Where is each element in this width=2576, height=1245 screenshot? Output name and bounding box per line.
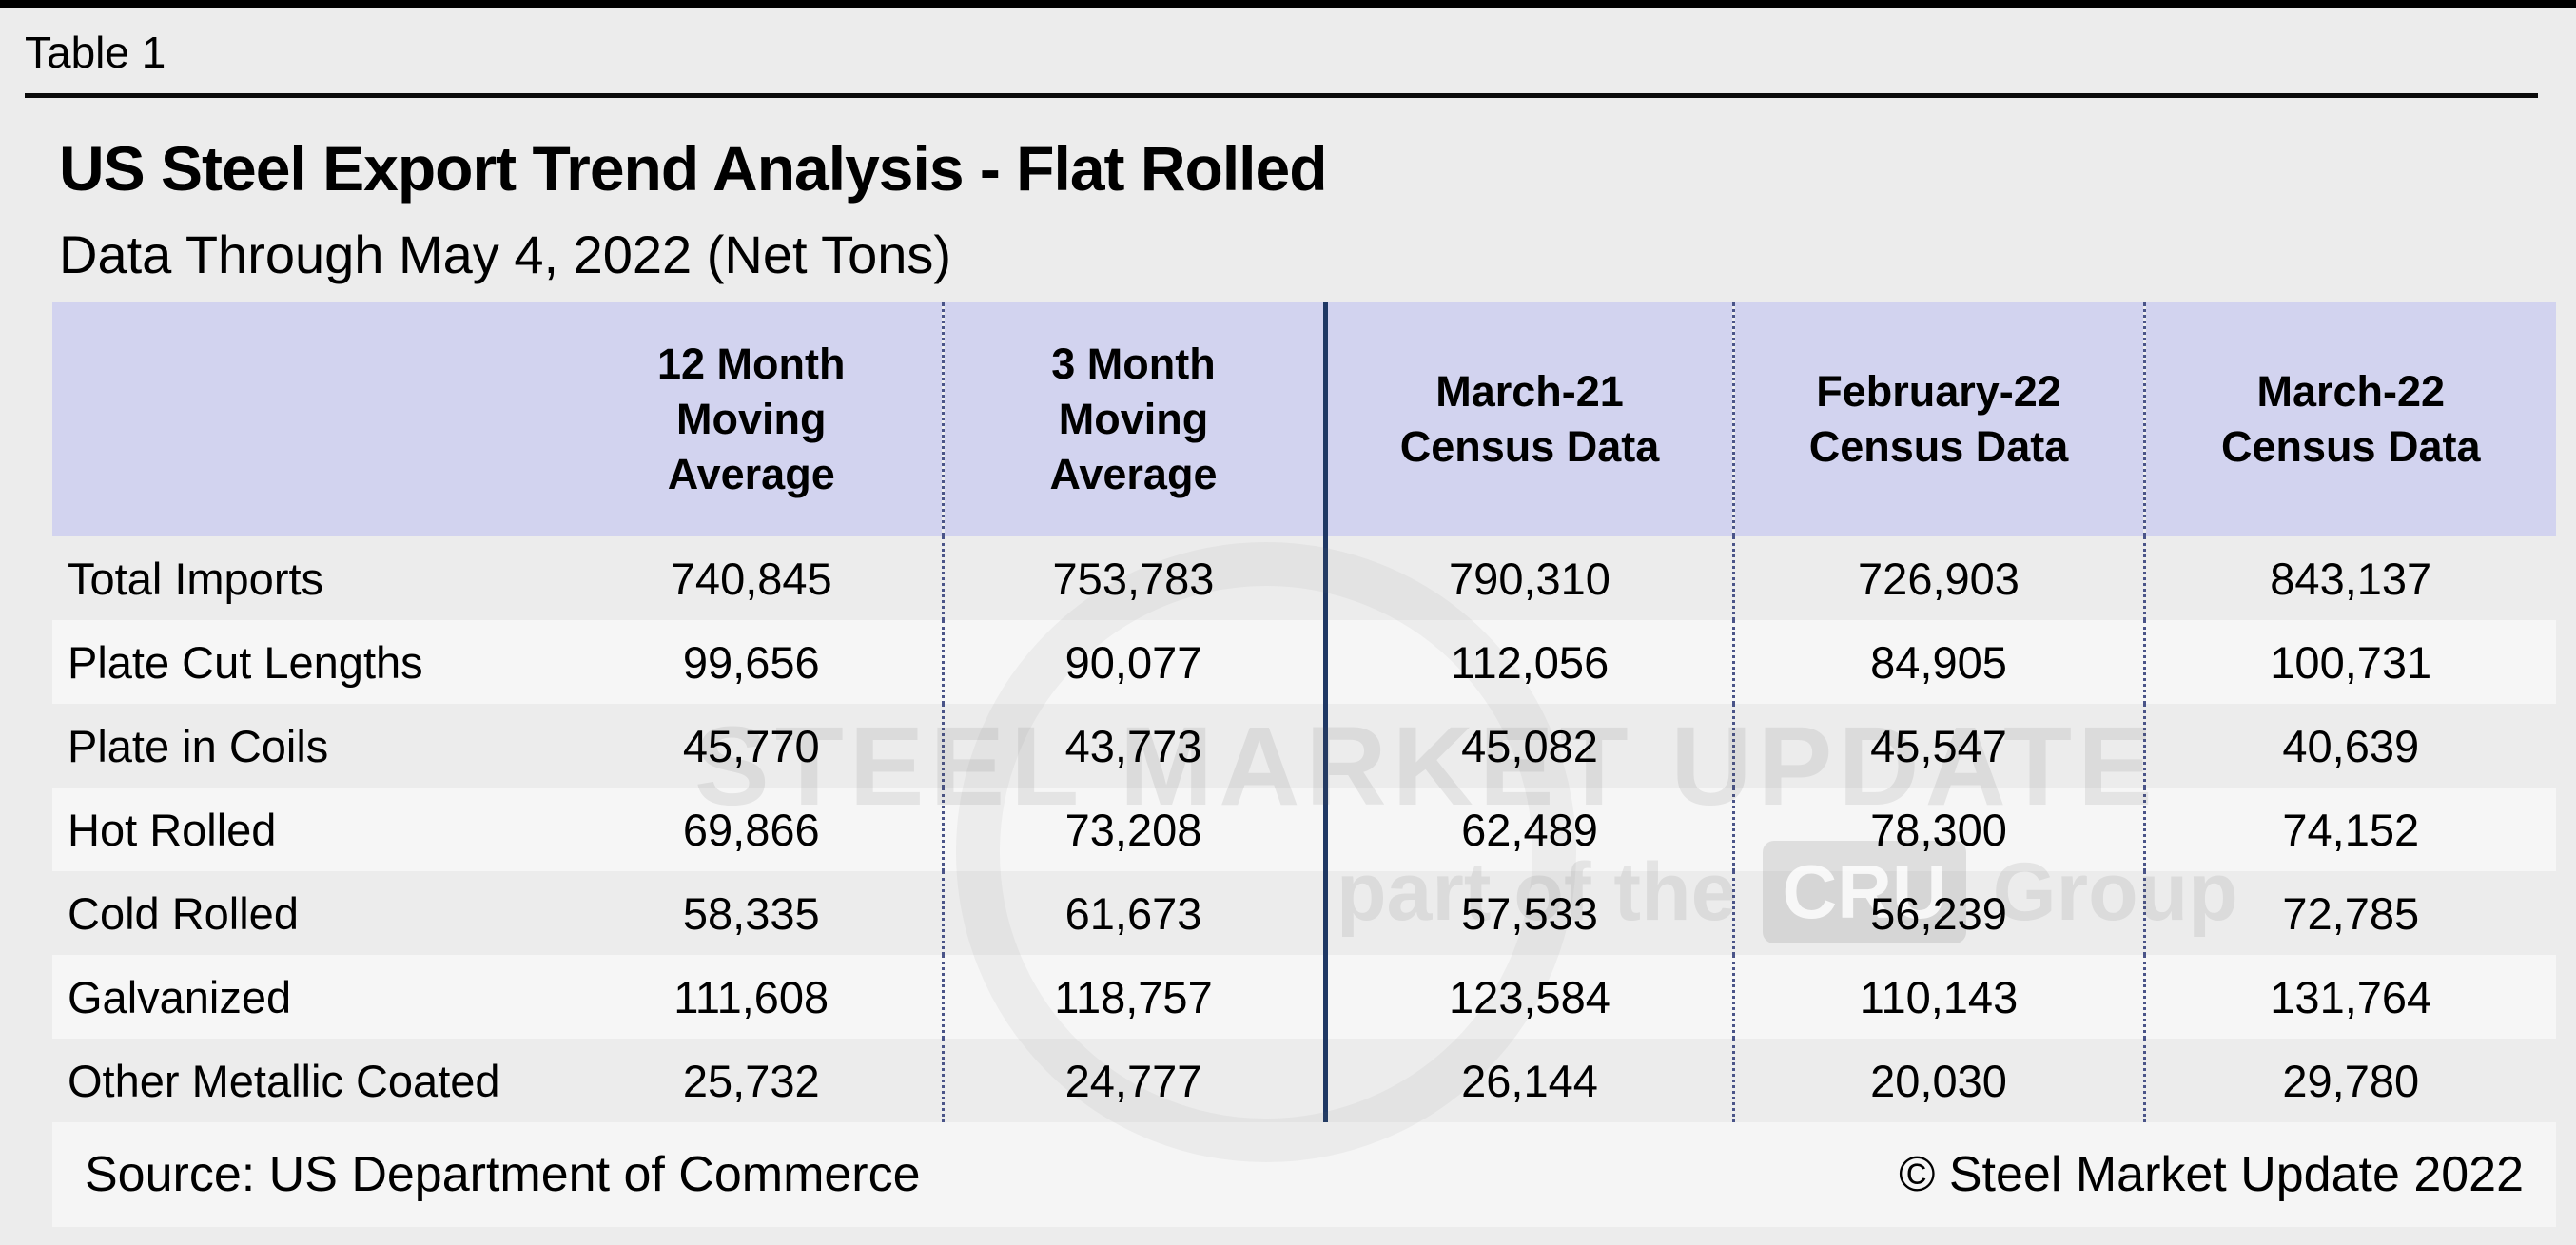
header-cell-feb22: February-22 Census Data	[1731, 302, 2144, 536]
cell-value: 111,608	[673, 971, 829, 1022]
cell-value: 29,780	[2142, 1039, 2556, 1122]
cell-value: 123,584	[1322, 955, 1733, 1039]
cell-value: 62,489	[1322, 788, 1733, 871]
cell-value: 740,845	[670, 553, 832, 604]
cell-value: 45,547	[1731, 704, 2144, 788]
cell-value: 20,030	[1731, 1039, 2144, 1122]
row-label: Cold Rolled	[68, 887, 299, 939]
cell-value: 26,144	[1322, 1039, 1733, 1122]
row-label: Plate in Coils	[68, 720, 329, 771]
header-cell-mar21: March-21 Census Data	[1322, 302, 1733, 536]
cell-value: 57,533	[1322, 871, 1733, 955]
cell-value: 69,866	[682, 804, 820, 855]
cell-value: 790,310	[1322, 536, 1733, 620]
header-cell-product	[52, 302, 561, 536]
table-row: Total Imports 740,845 753,783 790,310 72…	[52, 536, 2556, 620]
table-row: Plate in Coils 45,770 43,773 45,082 45,5…	[52, 704, 2556, 788]
cell-value: 56,239	[1731, 871, 2144, 955]
cell-value: 131,764	[2142, 955, 2556, 1039]
header-cell-3mo-avg: 3 Month Moving Average	[941, 302, 1325, 536]
cell-value: 74,152	[2142, 788, 2556, 871]
table-row: Hot Rolled 69,866 73,208 62,489 78,300 7…	[52, 788, 2556, 871]
cell-value: 90,077	[941, 620, 1325, 704]
cell-value: 118,757	[941, 955, 1325, 1039]
table-row: Plate Cut Lengths 99,656 90,077 112,056 …	[52, 620, 2556, 704]
cell-value: 110,143	[1731, 955, 2144, 1039]
cell-value: 58,335	[682, 887, 820, 939]
table-row: Galvanized 111,608 118,757 123,584 110,1…	[52, 955, 2556, 1039]
table-footer: Source: US Department of Commerce © Stee…	[52, 1122, 2556, 1227]
top-border-line	[0, 0, 2576, 8]
table-row: Other Metallic Coated 25,732 24,777 26,1…	[52, 1039, 2556, 1122]
cell-value: 99,656	[682, 636, 820, 688]
page-title: US Steel Export Trend Analysis - Flat Ro…	[59, 133, 1328, 204]
table-row: Cold Rolled 58,335 61,673 57,533 56,239 …	[52, 871, 2556, 955]
cell-value: 100,731	[2142, 620, 2556, 704]
cell-value: 40,639	[2142, 704, 2556, 788]
cell-value: 43,773	[941, 704, 1325, 788]
header-cell-mar22: March-22 Census Data	[2142, 302, 2556, 536]
header-divider-line	[25, 93, 2538, 98]
cell-value: 25,732	[682, 1055, 820, 1106]
page-subtitle: Data Through May 4, 2022 (Net Tons)	[59, 224, 951, 284]
data-table-wrapper: STEEL MARKET UPDATE part of the CRU Grou…	[52, 302, 2556, 1162]
cell-value: 843,137	[2142, 536, 2556, 620]
row-label: Hot Rolled	[68, 804, 277, 855]
table-number-label: Table 1	[25, 28, 166, 77]
cell-value: 726,903	[1731, 536, 2144, 620]
cell-value: 61,673	[941, 871, 1325, 955]
steel-export-table: 12 Month Moving Average 3 Month Moving A…	[52, 302, 2556, 1122]
cell-value: 78,300	[1731, 788, 2144, 871]
row-label: Total Imports	[68, 553, 324, 604]
cell-value: 73,208	[941, 788, 1325, 871]
header-row: 12 Month Moving Average 3 Month Moving A…	[52, 302, 2556, 536]
row-label: Other Metallic Coated	[68, 1055, 500, 1106]
copyright-note: © Steel Market Update 2022	[1899, 1147, 2524, 1202]
cell-value: 84,905	[1731, 620, 2144, 704]
cell-value: 24,777	[941, 1039, 1325, 1122]
source-note: Source: US Department of Commerce	[85, 1147, 921, 1202]
header-cell-12mo-avg: 12 Month Moving Average	[561, 302, 943, 536]
cell-value: 45,770	[682, 720, 820, 771]
row-label: Plate Cut Lengths	[68, 636, 423, 688]
cell-value: 753,783	[941, 536, 1325, 620]
cell-value: 72,785	[2142, 871, 2556, 955]
cell-value: 45,082	[1322, 704, 1733, 788]
row-label: Galvanized	[68, 971, 292, 1022]
cell-value: 112,056	[1322, 620, 1733, 704]
